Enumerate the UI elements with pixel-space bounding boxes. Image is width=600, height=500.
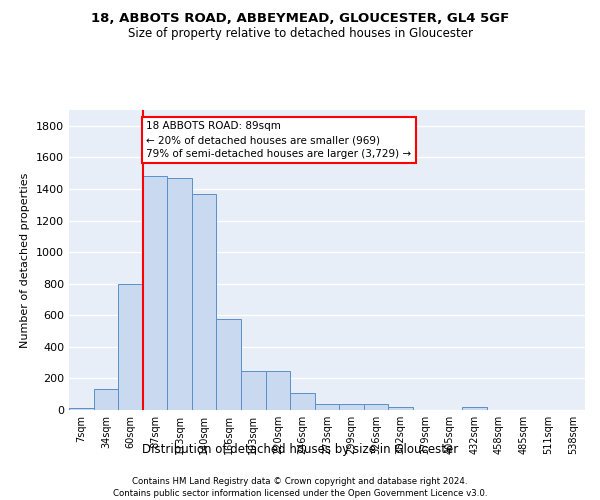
Bar xyxy=(241,370,266,410)
Text: Distribution of detached houses by size in Gloucester: Distribution of detached houses by size … xyxy=(142,442,458,456)
Bar xyxy=(167,178,192,410)
Bar xyxy=(192,194,217,410)
Bar xyxy=(339,404,364,410)
Bar xyxy=(462,407,487,410)
Text: 18, ABBOTS ROAD, ABBEYMEAD, GLOUCESTER, GL4 5GF: 18, ABBOTS ROAD, ABBEYMEAD, GLOUCESTER, … xyxy=(91,12,509,26)
Bar xyxy=(388,407,413,410)
Bar xyxy=(118,284,143,410)
Bar xyxy=(290,392,315,410)
Text: Contains HM Land Registry data © Crown copyright and database right 2024.: Contains HM Land Registry data © Crown c… xyxy=(132,478,468,486)
Text: Size of property relative to detached houses in Gloucester: Size of property relative to detached ho… xyxy=(128,28,473,40)
Text: Contains public sector information licensed under the Open Government Licence v3: Contains public sector information licen… xyxy=(113,489,487,498)
Bar xyxy=(69,408,94,410)
Y-axis label: Number of detached properties: Number of detached properties xyxy=(20,172,31,348)
Bar xyxy=(315,404,339,410)
Text: 18 ABBOTS ROAD: 89sqm
← 20% of detached houses are smaller (969)
79% of semi-det: 18 ABBOTS ROAD: 89sqm ← 20% of detached … xyxy=(146,121,412,159)
Bar xyxy=(217,319,241,410)
Bar xyxy=(266,370,290,410)
Bar xyxy=(364,404,388,410)
Bar xyxy=(94,390,118,410)
Bar xyxy=(143,176,167,410)
